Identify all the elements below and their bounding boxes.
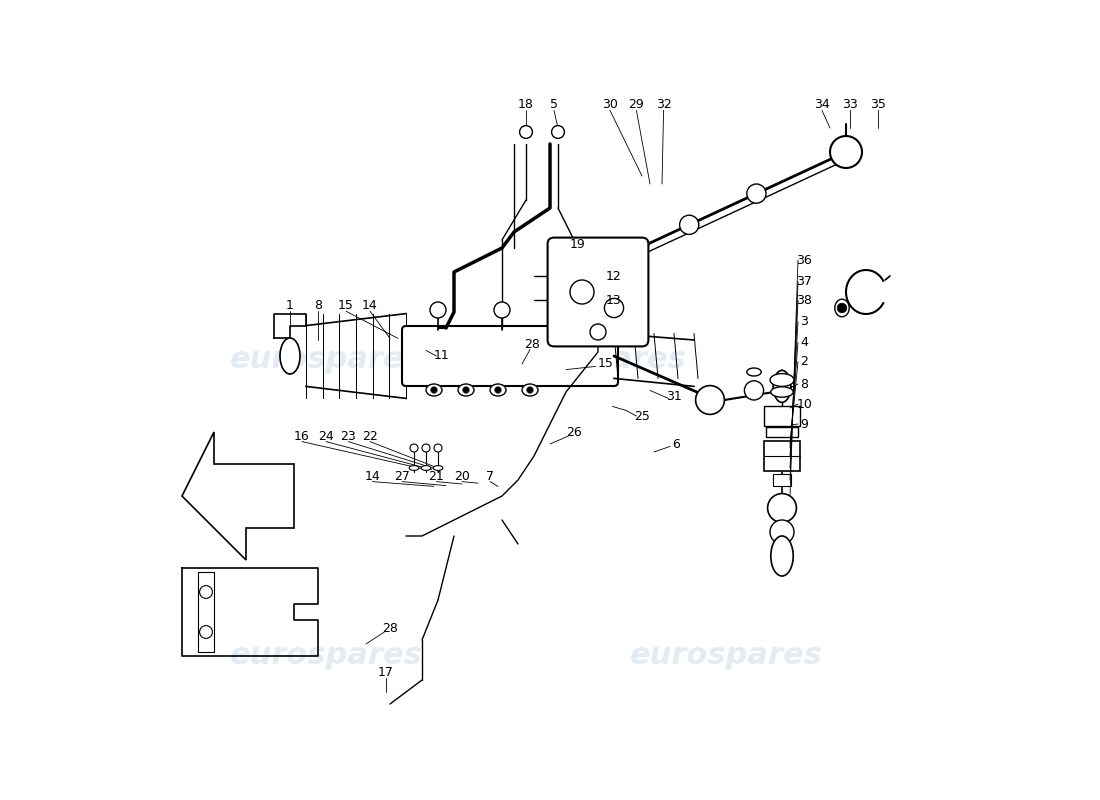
Text: 6: 6 xyxy=(672,438,680,450)
Circle shape xyxy=(463,386,470,393)
Circle shape xyxy=(551,126,564,138)
Circle shape xyxy=(430,302,446,318)
Circle shape xyxy=(570,280,594,304)
Circle shape xyxy=(680,215,698,234)
Ellipse shape xyxy=(747,368,761,376)
Text: 31: 31 xyxy=(667,390,682,402)
Ellipse shape xyxy=(421,466,431,470)
Circle shape xyxy=(837,303,847,313)
FancyBboxPatch shape xyxy=(402,326,618,386)
Text: 36: 36 xyxy=(796,254,812,266)
Ellipse shape xyxy=(426,384,442,396)
Text: 13: 13 xyxy=(606,294,621,306)
Circle shape xyxy=(590,324,606,340)
Text: 30: 30 xyxy=(602,98,618,110)
Circle shape xyxy=(199,586,212,598)
Polygon shape xyxy=(182,432,294,560)
Text: 8: 8 xyxy=(314,299,322,312)
Ellipse shape xyxy=(409,466,419,470)
Text: eurospares: eurospares xyxy=(230,346,422,374)
FancyBboxPatch shape xyxy=(773,474,791,486)
Circle shape xyxy=(745,381,763,400)
Text: 10: 10 xyxy=(796,398,812,410)
Ellipse shape xyxy=(835,299,849,317)
Ellipse shape xyxy=(490,384,506,396)
FancyBboxPatch shape xyxy=(548,238,648,346)
Text: 26: 26 xyxy=(566,426,582,438)
FancyBboxPatch shape xyxy=(764,441,800,471)
Text: 1: 1 xyxy=(286,299,294,312)
Circle shape xyxy=(527,386,534,393)
Circle shape xyxy=(830,136,862,168)
Circle shape xyxy=(495,386,502,393)
Ellipse shape xyxy=(433,466,443,470)
Text: 14: 14 xyxy=(362,299,378,312)
Ellipse shape xyxy=(771,536,793,576)
Text: 18: 18 xyxy=(518,98,534,110)
Text: 17: 17 xyxy=(378,666,394,678)
Text: 9: 9 xyxy=(801,418,808,430)
FancyBboxPatch shape xyxy=(764,406,800,426)
Ellipse shape xyxy=(522,384,538,396)
Text: 7: 7 xyxy=(486,470,494,482)
Text: 3: 3 xyxy=(801,315,808,328)
Text: 34: 34 xyxy=(814,98,829,110)
Text: 2: 2 xyxy=(801,355,808,368)
Text: 19: 19 xyxy=(570,238,586,250)
Text: eurospares: eurospares xyxy=(629,642,823,670)
FancyBboxPatch shape xyxy=(766,427,797,437)
Circle shape xyxy=(199,626,212,638)
Circle shape xyxy=(519,126,532,138)
Text: eurospares: eurospares xyxy=(494,346,686,374)
Text: 15: 15 xyxy=(598,358,614,370)
Text: 16: 16 xyxy=(294,430,310,442)
Circle shape xyxy=(604,298,624,318)
Text: 20: 20 xyxy=(454,470,470,482)
Text: 12: 12 xyxy=(606,270,621,282)
Circle shape xyxy=(422,444,430,452)
Text: 33: 33 xyxy=(843,98,858,110)
Ellipse shape xyxy=(773,370,791,402)
Circle shape xyxy=(747,184,766,203)
Text: 27: 27 xyxy=(394,470,410,482)
Text: 32: 32 xyxy=(656,98,671,110)
Circle shape xyxy=(494,302,510,318)
Text: 22: 22 xyxy=(362,430,378,442)
Text: 14: 14 xyxy=(364,470,381,482)
Circle shape xyxy=(410,444,418,452)
Text: 37: 37 xyxy=(796,275,812,288)
Ellipse shape xyxy=(280,338,300,374)
Text: 21: 21 xyxy=(429,470,444,482)
Text: 23: 23 xyxy=(341,430,356,442)
Text: 11: 11 xyxy=(434,350,450,362)
Text: 35: 35 xyxy=(870,98,886,110)
Circle shape xyxy=(431,386,437,393)
Ellipse shape xyxy=(770,374,794,386)
Text: 8: 8 xyxy=(801,378,808,390)
Text: 24: 24 xyxy=(318,430,334,442)
Text: eurospares: eurospares xyxy=(230,642,422,670)
Text: 28: 28 xyxy=(525,338,540,350)
Ellipse shape xyxy=(458,384,474,396)
Text: 15: 15 xyxy=(338,299,354,312)
Text: 25: 25 xyxy=(634,410,650,422)
Circle shape xyxy=(768,494,796,522)
Text: 38: 38 xyxy=(796,294,812,306)
Text: 29: 29 xyxy=(628,98,645,110)
Ellipse shape xyxy=(771,387,793,397)
Circle shape xyxy=(695,386,725,414)
Circle shape xyxy=(770,520,794,544)
Text: 5: 5 xyxy=(550,98,558,110)
Text: 28: 28 xyxy=(382,622,398,634)
Circle shape xyxy=(434,444,442,452)
Text: 4: 4 xyxy=(801,336,808,349)
